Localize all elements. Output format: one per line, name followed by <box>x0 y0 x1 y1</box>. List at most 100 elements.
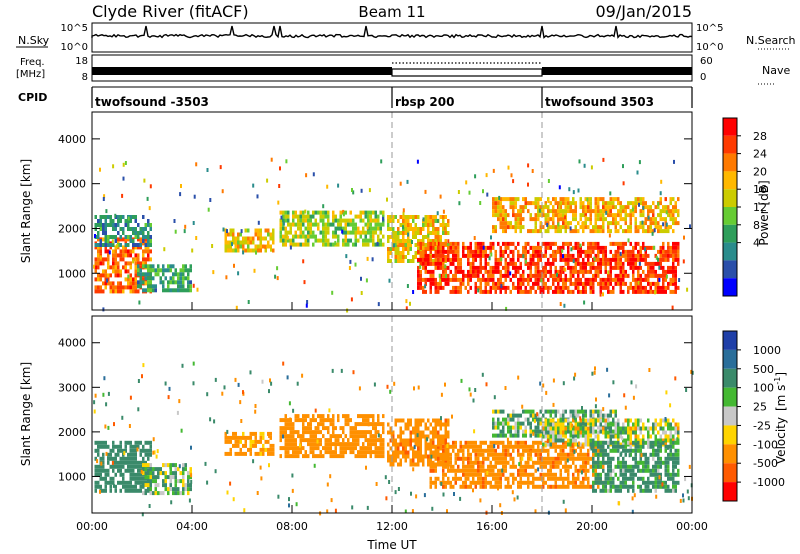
scatter-cell <box>436 211 439 216</box>
data-cell <box>587 460 590 465</box>
data-cell <box>559 468 562 473</box>
data-cell <box>612 484 615 489</box>
data-cell <box>422 253 425 258</box>
data-cell <box>549 273 552 278</box>
data-cell <box>509 417 512 422</box>
data-cell <box>319 210 322 215</box>
data-cell <box>309 438 312 443</box>
data-cell <box>284 214 287 219</box>
data-cell <box>552 281 555 286</box>
data-cell <box>507 484 510 489</box>
data-cell <box>179 280 182 285</box>
data-cell <box>342 414 345 419</box>
data-cell <box>584 277 587 282</box>
data-cell <box>147 272 150 277</box>
data-cell <box>532 217 535 222</box>
data-cell <box>572 430 575 435</box>
data-cell <box>129 464 132 469</box>
data-cell <box>612 285 615 290</box>
data-cell <box>374 438 377 443</box>
data-cell <box>292 422 295 427</box>
data-cell <box>347 418 350 423</box>
scatter-cell <box>209 198 212 202</box>
data-cell <box>529 261 532 266</box>
data-cell <box>412 450 415 455</box>
data-cell <box>407 251 410 255</box>
data-cell <box>282 214 285 219</box>
data-cell <box>572 448 575 453</box>
data-cell <box>417 458 420 463</box>
data-cell <box>179 479 182 484</box>
data-cell <box>577 269 580 274</box>
data-cell <box>514 265 517 270</box>
data-cell <box>627 440 630 445</box>
data-cell <box>469 265 472 270</box>
data-cell <box>169 487 172 492</box>
data-cell <box>619 442 622 447</box>
scatter-cell <box>468 190 471 195</box>
scatter-cell <box>247 300 250 304</box>
data-cell <box>667 205 670 210</box>
data-cell <box>664 438 667 443</box>
data-cell <box>634 426 637 431</box>
data-cell <box>122 484 125 489</box>
data-cell <box>497 201 500 206</box>
data-cell <box>602 201 605 206</box>
data-cell <box>439 438 442 443</box>
data-cell <box>449 249 452 254</box>
data-cell <box>677 245 680 250</box>
data-cell <box>587 253 590 258</box>
data-cell <box>369 434 372 439</box>
data-cell <box>539 421 542 426</box>
data-cell <box>497 257 500 262</box>
data-cell <box>442 227 445 231</box>
data-cell <box>367 222 370 227</box>
data-cell <box>569 277 572 282</box>
data-cell <box>572 484 575 489</box>
data-cell <box>362 226 365 231</box>
data-cell <box>502 429 505 434</box>
data-cell <box>434 241 437 246</box>
data-cell <box>609 476 612 481</box>
data-cell <box>612 440 615 445</box>
data-cell <box>584 468 587 473</box>
data-cell <box>114 289 117 294</box>
data-cell <box>144 227 147 231</box>
data-cell <box>437 249 440 254</box>
data-cell <box>317 442 320 447</box>
data-cell <box>434 261 437 266</box>
scatter-cell <box>500 257 503 262</box>
data-cell <box>292 430 295 435</box>
data-cell <box>357 422 360 427</box>
data-cell <box>457 269 460 274</box>
data-cell <box>557 426 560 431</box>
data-cell <box>567 421 570 426</box>
data-cell <box>322 446 325 451</box>
scatter-cell <box>270 247 272 252</box>
data-cell <box>674 201 677 206</box>
data-cell <box>429 458 432 463</box>
data-cell <box>329 222 332 227</box>
data-cell <box>624 468 627 473</box>
data-cell <box>557 476 560 481</box>
data-cell <box>422 285 425 290</box>
data-cell <box>629 209 632 214</box>
data-cell <box>359 230 362 235</box>
data-cell <box>284 430 287 435</box>
data-cell <box>437 452 440 457</box>
scatter-cell <box>443 226 446 231</box>
data-cell <box>512 205 515 210</box>
data-cell <box>527 452 530 457</box>
data-cell <box>644 289 647 294</box>
data-cell <box>589 456 592 461</box>
data-cell <box>609 265 612 270</box>
scatter-cell <box>277 200 280 205</box>
data-cell <box>309 418 312 423</box>
data-cell <box>134 464 137 469</box>
data-cell <box>619 480 622 485</box>
data-cell <box>652 261 655 266</box>
data-cell <box>322 242 325 247</box>
data-cell <box>554 430 557 435</box>
data-cell <box>572 426 575 431</box>
data-cell <box>322 230 325 235</box>
